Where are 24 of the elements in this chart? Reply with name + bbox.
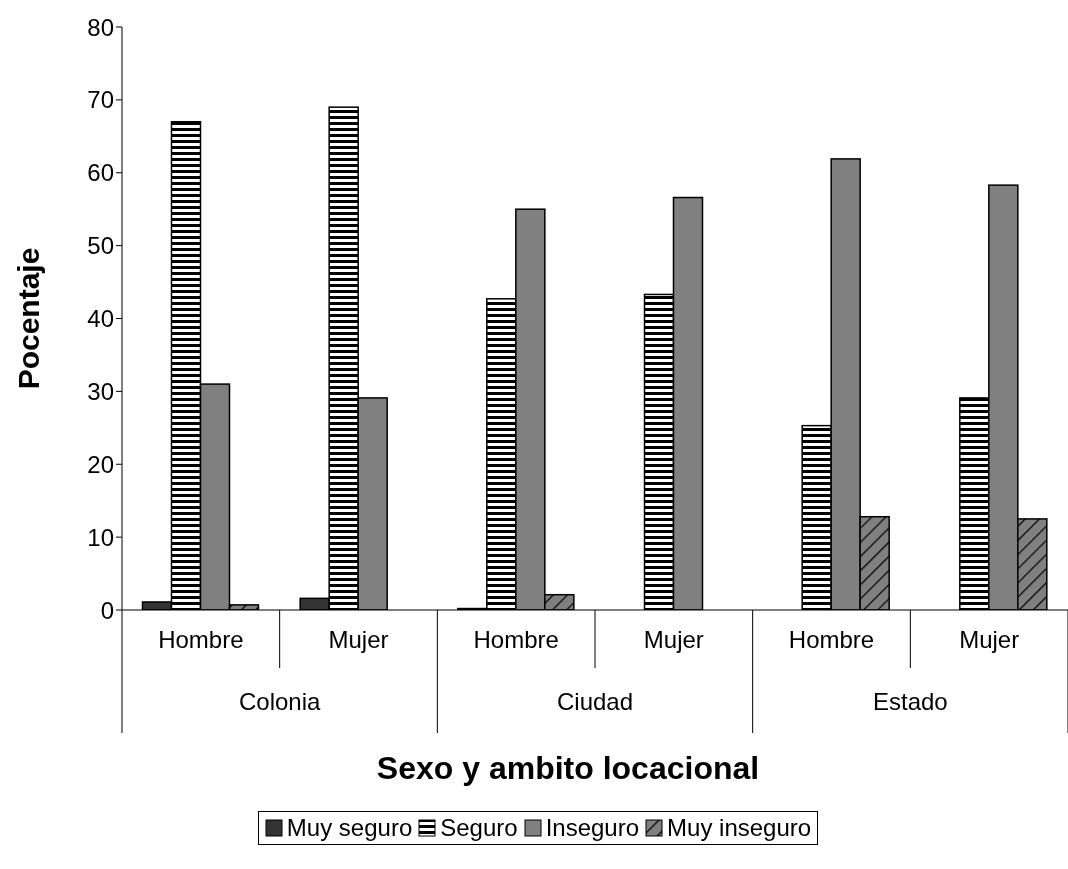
x-tick-label: Hombre (158, 626, 244, 653)
x-tick-label: Mujer (959, 626, 1020, 653)
legend-label: Muy inseguro (667, 814, 812, 842)
y-tick-label: 20 (87, 450, 114, 478)
text: Ciudad (556, 688, 634, 715)
x-tick-label: Hombre (473, 626, 559, 653)
legend-label: Seguro (440, 814, 518, 842)
y-tick-label: 30 (87, 377, 114, 405)
y-tick-label: 10 (87, 523, 114, 551)
y-tick-label: 80 (87, 13, 114, 41)
x-tick-label: Mujer (328, 626, 389, 653)
legend-label: Inseguro (545, 814, 640, 842)
text: Colonia (238, 688, 322, 715)
x-tick-label: Mujer (643, 626, 704, 653)
text: Estado (872, 688, 948, 715)
y-tick-label: 60 (87, 159, 114, 187)
y-tick-label: 50 (87, 232, 114, 260)
y-axis-title: Pocentaje (11, 247, 45, 390)
x-tick-label: Hombre (788, 626, 875, 653)
y-tick-label: 0 (100, 596, 114, 624)
legend-label: Muy seguro (286, 814, 413, 842)
y-tick-label: 40 (87, 305, 114, 333)
y-tick-label: 70 (87, 86, 114, 114)
x-axis-title: Sexo y ambito locacional (375, 750, 761, 787)
